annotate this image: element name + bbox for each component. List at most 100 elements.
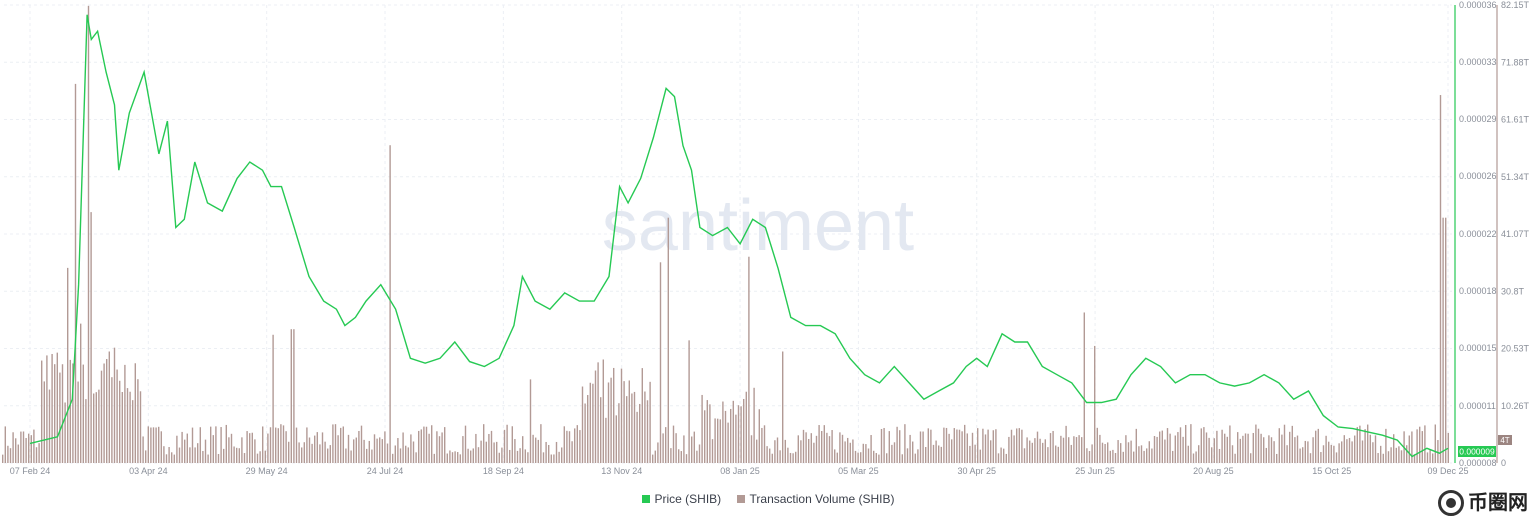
volume-bar [454, 451, 456, 463]
volume-bar [579, 430, 581, 463]
volume-bar [1029, 440, 1031, 463]
volume-bar [207, 454, 209, 463]
volume-bar [54, 364, 56, 463]
volume-bar [904, 424, 906, 463]
price-tick-label: 0.000018 [1459, 286, 1497, 296]
volume-bar [51, 353, 53, 463]
volume-bar [64, 402, 66, 463]
volume-bar [607, 382, 610, 463]
volume-bar [147, 426, 149, 463]
volume-bar [979, 449, 981, 463]
volume-bar [896, 426, 898, 463]
volume-bar [332, 424, 334, 463]
volume-bar [667, 217, 669, 463]
volume-bar [683, 435, 685, 463]
volume-bar [282, 425, 285, 463]
volume-bar [467, 448, 469, 463]
volume-bar [121, 392, 123, 463]
volume-bar [839, 432, 841, 463]
x-tick-label: 03 Apr 24 [129, 466, 168, 476]
volume-tick-label: 61.61T [1501, 115, 1530, 125]
volume-bars [2, 5, 1449, 464]
volume-bar [919, 431, 922, 463]
volume-bar [477, 447, 480, 463]
volume-bar [1203, 427, 1205, 463]
volume-bar [1049, 433, 1052, 463]
volume-bar [592, 383, 594, 463]
volume-bar [795, 451, 797, 463]
volume-bar [1172, 450, 1174, 463]
volume-bar [431, 425, 433, 463]
volume-bar [1127, 442, 1130, 463]
volume-bar [685, 454, 688, 463]
volume-bar [610, 377, 612, 463]
volume-bar [1286, 445, 1288, 463]
legend-item-price[interactable]: Price (SHIB) [641, 492, 721, 506]
volume-bar [267, 433, 269, 463]
volume-bar [810, 433, 812, 463]
volume-bar [410, 434, 412, 463]
volume-bar [327, 448, 329, 463]
volume-bar [1091, 444, 1093, 463]
volume-bar [1174, 435, 1176, 463]
volume-bar [238, 448, 240, 463]
legend-item-volume[interactable]: Transaction Volume (SHIB) [736, 492, 894, 506]
volume-bar [241, 437, 243, 463]
volume-bar [1182, 436, 1184, 463]
volume-bar [384, 431, 386, 463]
volume-bar [1169, 433, 1171, 463]
volume-bar [25, 437, 27, 463]
volume-bar [272, 334, 274, 463]
volume-bar [1200, 428, 1202, 463]
volume-bar [956, 429, 958, 463]
volume-bar [389, 145, 391, 463]
volume-bar [509, 449, 511, 463]
volume-bar [46, 355, 48, 463]
volume-bar [1114, 453, 1117, 463]
price-tick-label: 0.000022 [1459, 229, 1497, 239]
volume-bar [826, 432, 828, 463]
volume-bar [849, 442, 851, 463]
volume-bar [256, 453, 259, 463]
volume-tick-label: 20.53T [1501, 344, 1530, 354]
volume-bar [1291, 425, 1293, 463]
volume-bar [808, 438, 810, 463]
volume-bar [1081, 437, 1083, 463]
volume-bar [1026, 437, 1028, 463]
volume-bar [1013, 435, 1015, 463]
volume-bar [865, 444, 867, 463]
volume-bar [1231, 445, 1234, 463]
volume-bar [1166, 428, 1169, 463]
volume-bar [150, 427, 152, 463]
volume-bar [706, 400, 708, 463]
volume-bar [1216, 430, 1218, 463]
volume-bar [1047, 447, 1049, 463]
volume-bar [1315, 430, 1317, 463]
volume-bar [1221, 429, 1223, 463]
x-axis-ticks: 07 Feb 24 03 Apr 24 29 May 24 24 Jul 24 18 S… [10, 466, 1469, 476]
volume-bar [548, 444, 550, 463]
volume-bar [867, 448, 870, 463]
volume-bar [1226, 436, 1228, 463]
current-volume-badge: 4T [1498, 435, 1512, 445]
volume-bar [1094, 345, 1096, 463]
volume-bar [740, 406, 742, 463]
volume-bar [971, 432, 974, 463]
volume-bar [1218, 448, 1221, 463]
volume-bar [930, 429, 932, 463]
volume-bar [95, 392, 97, 463]
volume-bar [576, 425, 578, 463]
volume-bar [912, 441, 914, 463]
volume-bar [236, 447, 238, 463]
volume-bar [43, 381, 45, 463]
volume-bar [470, 450, 472, 463]
volume-bar [368, 440, 370, 463]
volume-bar [12, 432, 14, 463]
volume-bar [680, 451, 682, 463]
volume-bar [1270, 437, 1273, 463]
volume-bar [33, 429, 35, 463]
volume-bar [1244, 433, 1247, 463]
volume-bar [1434, 424, 1436, 463]
volume-bar [1039, 438, 1041, 463]
volume-bar [1078, 435, 1080, 463]
